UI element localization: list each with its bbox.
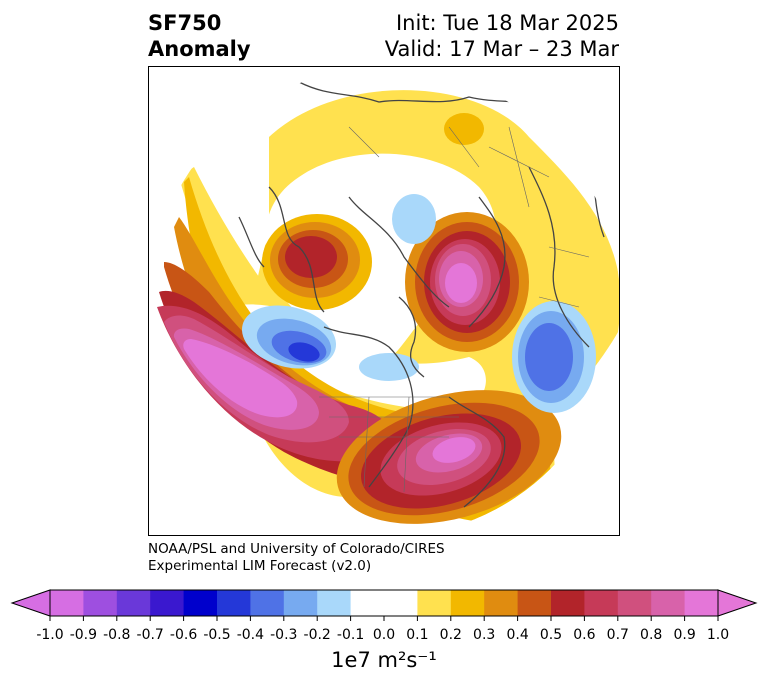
colorbar-cell xyxy=(250,590,285,616)
colorbar-cell xyxy=(617,590,652,616)
colorbar-tick-label: -0.5 xyxy=(203,627,231,643)
colorbar-tick-label: -0.1 xyxy=(336,627,365,643)
colorbar-tick-label: 0.5 xyxy=(539,627,563,643)
colorbar-cell xyxy=(517,590,552,616)
colorbar-tick-label: 0.4 xyxy=(506,627,529,643)
colorbar-cell xyxy=(283,590,318,616)
colorbar-cell xyxy=(584,590,619,616)
colorbar-tick-label: -0.2 xyxy=(303,627,331,643)
colorbar-tick-label: -0.7 xyxy=(136,627,164,643)
colorbar-tick-label: -0.4 xyxy=(236,627,265,643)
colorbar-cell xyxy=(183,590,218,616)
colorbar-cell xyxy=(150,590,185,616)
colorbar-cell xyxy=(684,590,719,616)
valid-range: Valid: 17 Mar – 23 Mar xyxy=(384,37,619,61)
colorbar xyxy=(10,589,758,621)
colorbar-tick-label: -0.9 xyxy=(69,627,98,643)
colorbar-tick-label: 1.0 xyxy=(706,627,730,643)
europe-positive-anomaly xyxy=(262,214,372,310)
colorbar-tick-label: 0.2 xyxy=(439,627,462,643)
colorbar-extend-low xyxy=(10,589,51,617)
field-type-title: Anomaly xyxy=(148,37,251,61)
colorbar-tick-label: 0.7 xyxy=(606,627,629,643)
colorbar-tick-label: -0.3 xyxy=(270,627,298,643)
colorbar-tick-label: 0.8 xyxy=(640,627,663,643)
colorbar-cell xyxy=(384,590,418,616)
pacific-negative-anomaly xyxy=(512,301,596,413)
colorbar-cell xyxy=(450,590,485,616)
coastlines xyxy=(238,81,605,508)
near-zero-polar-region xyxy=(265,153,496,367)
political-borders xyxy=(319,126,590,493)
colorbar-cell xyxy=(651,590,686,616)
colorbar-cell xyxy=(484,590,519,616)
colorbar-cell xyxy=(116,590,151,616)
colorbar-cell xyxy=(217,590,251,616)
colorbar-tick-label: 0.1 xyxy=(406,627,429,643)
asia-minor-positive xyxy=(444,113,484,145)
colorbar-tick-label: -1.0 xyxy=(36,627,64,643)
variable-title: SF750 xyxy=(148,11,222,35)
colorbar-cell xyxy=(417,590,452,616)
colorbar-cell xyxy=(551,590,585,616)
credit-line-1: NOAA/PSL and University of Colorado/CIRE… xyxy=(148,541,445,557)
colorbar-cell xyxy=(83,590,118,616)
colorbar-tick-label: -0.6 xyxy=(169,627,198,643)
colorbar-tick-label: 0.6 xyxy=(573,627,596,643)
colorbar-tick-label: -0.8 xyxy=(103,627,131,643)
eastern-us-positive-anomaly xyxy=(336,390,562,524)
colorbar-tick-label: 0.3 xyxy=(473,627,496,643)
eurasia-positive-anomaly xyxy=(405,212,529,352)
init-date: Init: Tue 18 Mar 2025 xyxy=(395,11,619,35)
colorbar-cell xyxy=(317,590,352,616)
colorbar-tick-label: 0.0 xyxy=(372,627,396,643)
polar-map xyxy=(150,67,619,535)
atlantic-negative-anomaly xyxy=(241,305,337,369)
canada-negative-anomaly xyxy=(359,353,419,381)
colorbar-cell xyxy=(50,590,84,616)
credit-line-2: Experimental LIM Forecast (v2.0) xyxy=(148,558,372,574)
colorbar-cell xyxy=(350,590,385,616)
colorbar-extend-high xyxy=(717,589,758,617)
arctic-negative-anomaly xyxy=(392,194,436,244)
map-panel xyxy=(148,66,620,536)
colorbar-units: 1e7 m²s⁻¹ xyxy=(331,648,437,672)
colorbar-tick-label: 0.9 xyxy=(673,627,696,643)
